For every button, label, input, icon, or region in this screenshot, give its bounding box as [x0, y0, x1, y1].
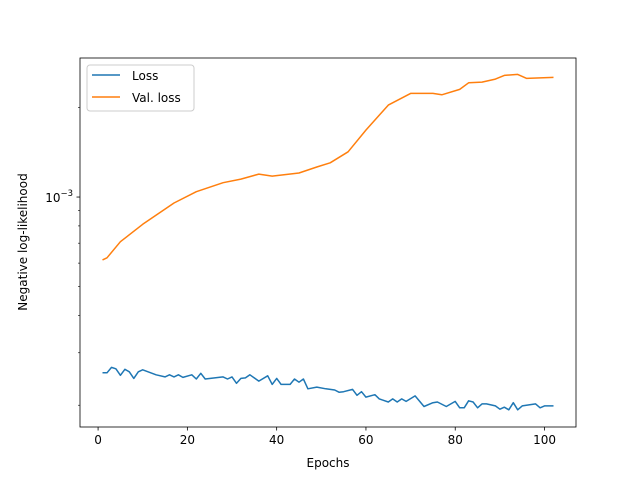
legend: Loss Val. loss	[86, 64, 195, 112]
series-line-loss	[102, 366, 554, 411]
x-tick-label: 80	[448, 433, 463, 447]
legend-box	[86, 64, 195, 112]
y-tick-label: 10−3	[45, 189, 73, 205]
x-axis-label: Epochs	[307, 456, 350, 470]
x-tick-label: 20	[180, 433, 195, 447]
legend-label-val-loss: Val. loss	[132, 91, 181, 105]
series-line-val-loss	[102, 73, 554, 261]
axis-ticks: 0 20 40 60 80 100 10−3	[45, 107, 556, 447]
legend-label-loss: Loss	[132, 69, 158, 83]
plot-lines	[102, 73, 554, 411]
x-tick-label: 40	[269, 433, 284, 447]
x-tick-label: 100	[533, 433, 556, 447]
x-tick-label: 0	[94, 433, 102, 447]
x-tick-label: 60	[358, 433, 373, 447]
y-axis-label: Negative log-likelihood	[16, 173, 30, 310]
axes-frame	[79, 57, 577, 428]
